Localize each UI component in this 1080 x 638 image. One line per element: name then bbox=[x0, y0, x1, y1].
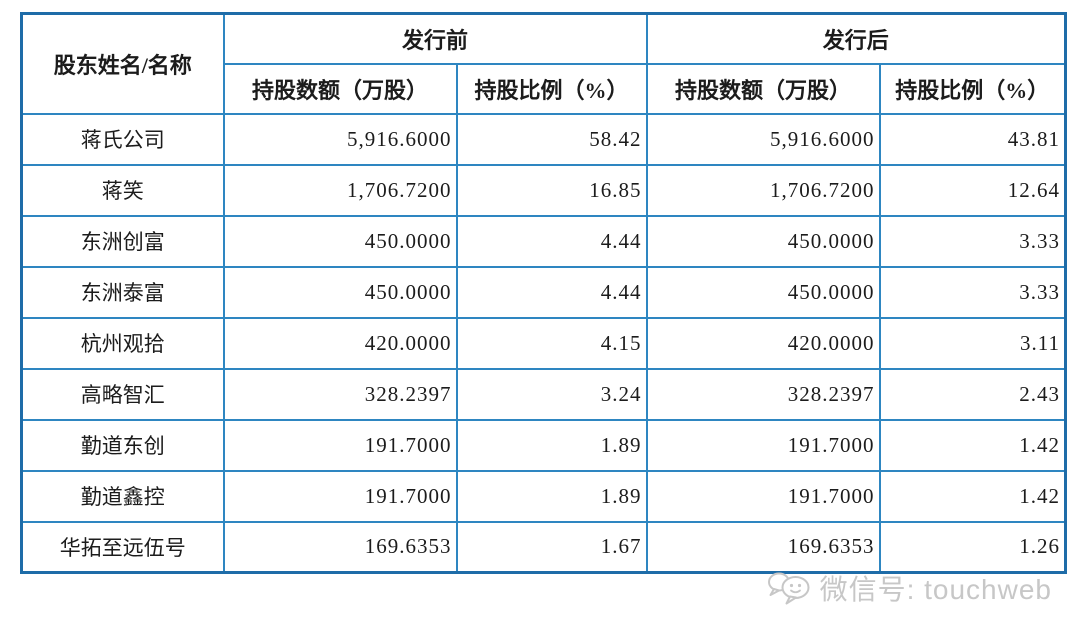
shareholder-name: 东洲创富 bbox=[20, 214, 225, 268]
pre-amount: 1,706.7200 bbox=[222, 163, 458, 217]
post-amount: 420.0000 bbox=[645, 316, 881, 370]
wechat-icon bbox=[766, 569, 812, 607]
pre-amount: 5,916.6000 bbox=[222, 112, 458, 166]
post-amount: 191.7000 bbox=[645, 418, 881, 472]
header-post-amount: 持股数额（万股） bbox=[645, 62, 881, 115]
pre-ratio: 4.44 bbox=[455, 214, 648, 268]
post-amount: 328.2397 bbox=[645, 367, 881, 421]
pre-ratio: 1.89 bbox=[455, 469, 648, 523]
pre-ratio: 4.44 bbox=[455, 265, 648, 319]
pre-ratio: 4.15 bbox=[455, 316, 648, 370]
pre-amount: 420.0000 bbox=[222, 316, 458, 370]
pre-ratio: 58.42 bbox=[455, 112, 648, 166]
pre-ratio: 1.89 bbox=[455, 418, 648, 472]
pre-ratio: 1.67 bbox=[455, 520, 648, 574]
table-row: 东洲创富 450.0000 4.44 450.0000 3.33 bbox=[20, 214, 1067, 268]
table-row: 勤道鑫控 191.7000 1.89 191.7000 1.42 bbox=[20, 469, 1067, 523]
table-row: 蒋氏公司 5,916.6000 58.42 5,916.6000 43.81 bbox=[20, 112, 1067, 166]
pre-amount: 450.0000 bbox=[222, 265, 458, 319]
post-ratio: 3.33 bbox=[878, 214, 1067, 268]
post-amount: 450.0000 bbox=[645, 214, 881, 268]
post-ratio: 1.42 bbox=[878, 418, 1067, 472]
shareholder-table-wrap: 股东姓名/名称 发行前 发行后 持股数额（万股） 持股比例（%） 持股数额（万股… bbox=[20, 12, 1068, 574]
table-row: 东洲泰富 450.0000 4.44 450.0000 3.33 bbox=[20, 265, 1067, 319]
pre-amount: 191.7000 bbox=[222, 469, 458, 523]
header-post-ratio: 持股比例（%） bbox=[878, 62, 1067, 115]
pre-ratio: 3.24 bbox=[455, 367, 648, 421]
watermark-text: 微信号: touchweb bbox=[819, 574, 1052, 605]
post-ratio: 3.11 bbox=[878, 316, 1067, 370]
post-amount: 5,916.6000 bbox=[645, 112, 881, 166]
header-row-columns: 持股数额（万股） 持股比例（%） 持股数额（万股） 持股比例（%） bbox=[22, 62, 1067, 115]
shareholder-name: 勤道东创 bbox=[20, 418, 225, 472]
post-amount: 1,706.7200 bbox=[645, 163, 881, 217]
post-amount: 169.6353 bbox=[645, 520, 881, 574]
post-amount: 450.0000 bbox=[645, 265, 881, 319]
shareholder-name: 高略智汇 bbox=[20, 367, 225, 421]
pre-ratio: 16.85 bbox=[455, 163, 648, 217]
watermark: 微信号: touchweb bbox=[766, 568, 1052, 608]
pre-amount: 169.6353 bbox=[222, 520, 458, 574]
post-ratio: 3.33 bbox=[878, 265, 1067, 319]
header-pre-amount: 持股数额（万股） bbox=[222, 62, 458, 115]
shareholder-name: 勤道鑫控 bbox=[20, 469, 225, 523]
post-ratio: 12.64 bbox=[878, 163, 1067, 217]
table-row: 高略智汇 328.2397 3.24 328.2397 2.43 bbox=[20, 367, 1067, 421]
shareholder-name: 东洲泰富 bbox=[20, 265, 225, 319]
header-shareholder-name: 股东姓名/名称 bbox=[20, 12, 225, 115]
post-ratio: 2.43 bbox=[878, 367, 1067, 421]
header-group-after-issuance: 发行后 bbox=[645, 12, 1067, 65]
shareholder-name: 蒋笑 bbox=[20, 163, 225, 217]
header-pre-ratio: 持股比例（%） bbox=[455, 62, 648, 115]
shareholder-name: 杭州观拾 bbox=[20, 316, 225, 370]
shareholder-name: 华拓至远伍号 bbox=[20, 520, 225, 574]
pre-amount: 450.0000 bbox=[222, 214, 458, 268]
header-row-groups: 股东姓名/名称 发行前 发行后 bbox=[20, 12, 1067, 115]
pre-amount: 191.7000 bbox=[222, 418, 458, 472]
header-group-before-issuance: 发行前 bbox=[222, 12, 648, 65]
table-row: 杭州观拾 420.0000 4.15 420.0000 3.11 bbox=[20, 316, 1067, 370]
post-ratio: 1.26 bbox=[878, 520, 1067, 574]
shareholder-name: 蒋氏公司 bbox=[20, 112, 225, 166]
post-ratio: 43.81 bbox=[878, 112, 1067, 166]
table-row: 勤道东创 191.7000 1.89 191.7000 1.42 bbox=[20, 418, 1067, 472]
table-row: 蒋笑 1,706.7200 16.85 1,706.7200 12.64 bbox=[20, 163, 1067, 217]
post-amount: 191.7000 bbox=[645, 469, 881, 523]
pre-amount: 328.2397 bbox=[222, 367, 458, 421]
post-ratio: 1.42 bbox=[878, 469, 1067, 523]
shareholder-table: 股东姓名/名称 发行前 发行后 持股数额（万股） 持股比例（%） 持股数额（万股… bbox=[20, 12, 1068, 574]
table-row: 华拓至远伍号 169.6353 1.67 169.6353 1.26 bbox=[20, 520, 1067, 574]
